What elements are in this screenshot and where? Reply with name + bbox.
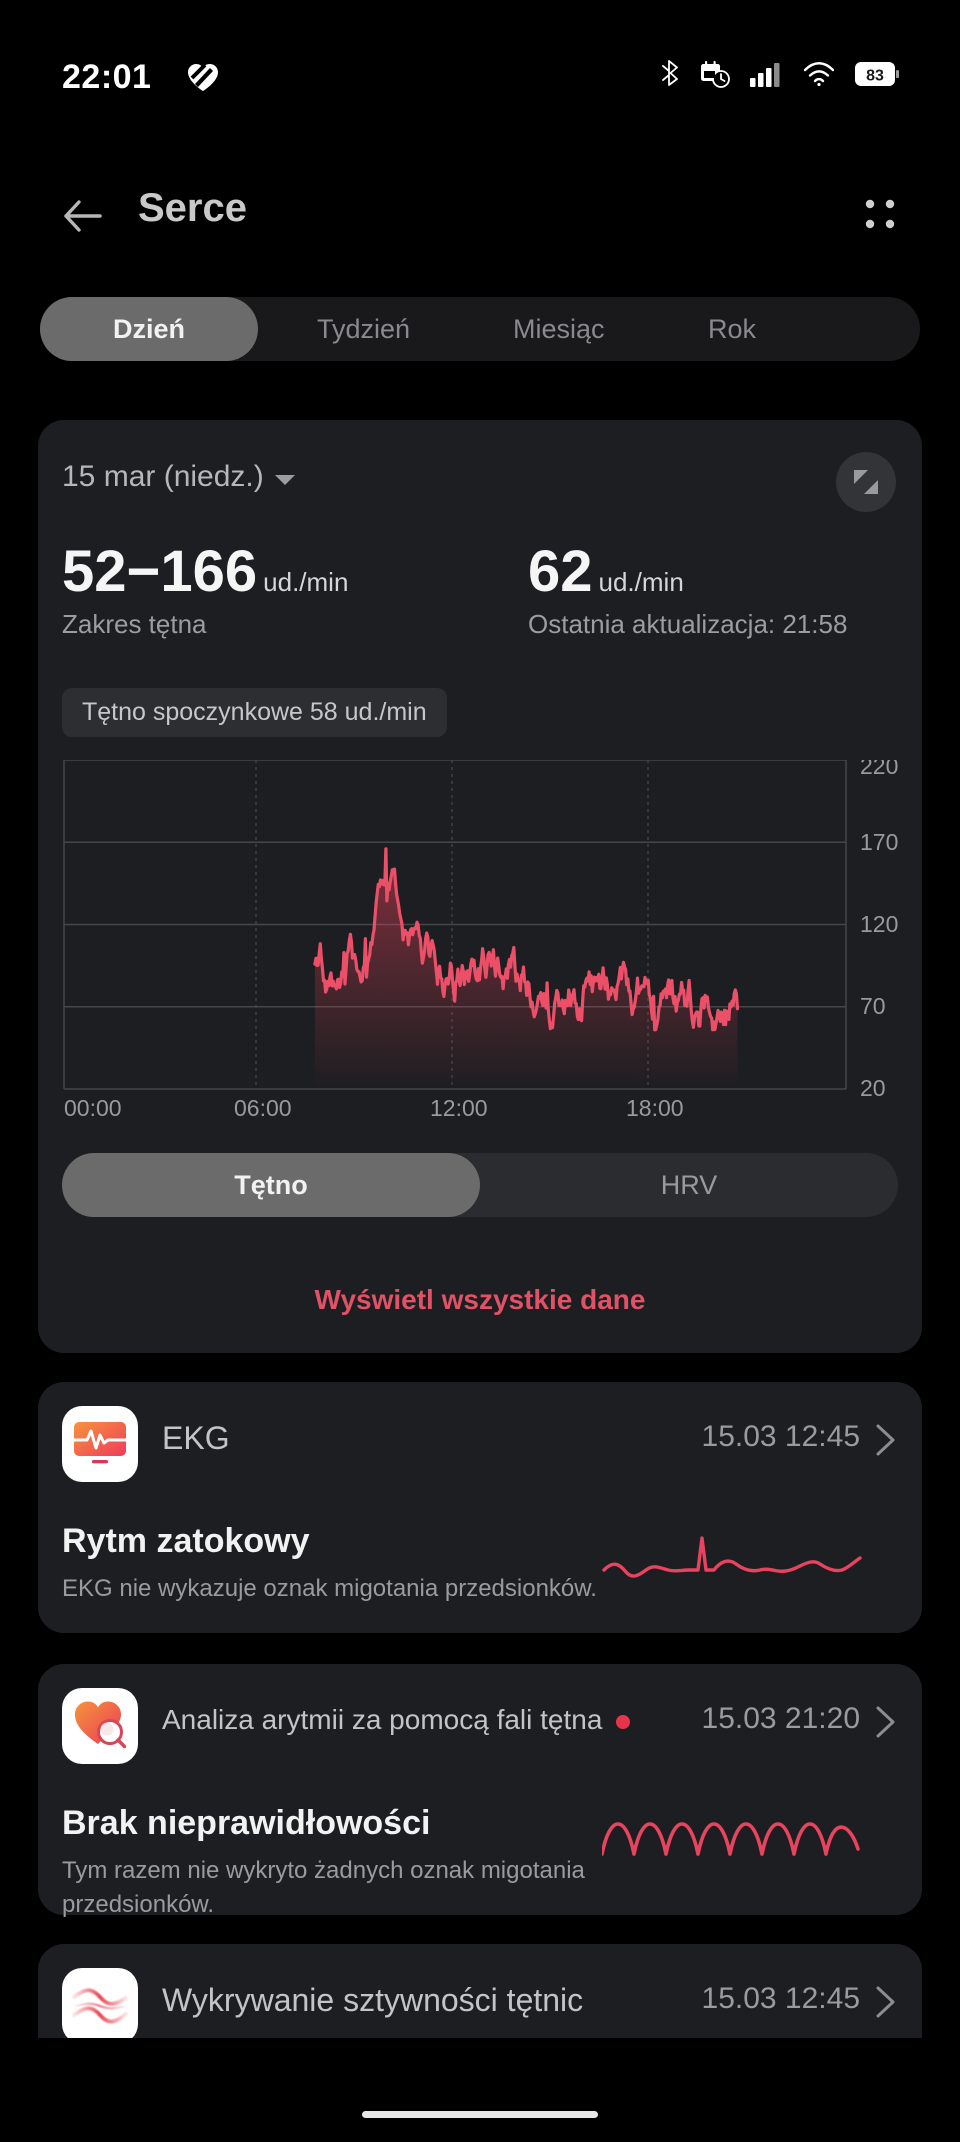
svg-text:06:00: 06:00	[234, 1095, 292, 1121]
svg-text:170: 170	[860, 829, 898, 855]
svg-text:120: 120	[860, 911, 898, 937]
svg-text:220: 220	[860, 760, 898, 779]
svg-text:18:00: 18:00	[626, 1095, 684, 1121]
svg-text:12:00: 12:00	[430, 1095, 488, 1121]
svg-text:00:00: 00:00	[64, 1095, 122, 1121]
svg-text:20: 20	[860, 1075, 886, 1101]
svg-text:83: 83	[866, 68, 884, 85]
svg-text:70: 70	[860, 993, 886, 1019]
